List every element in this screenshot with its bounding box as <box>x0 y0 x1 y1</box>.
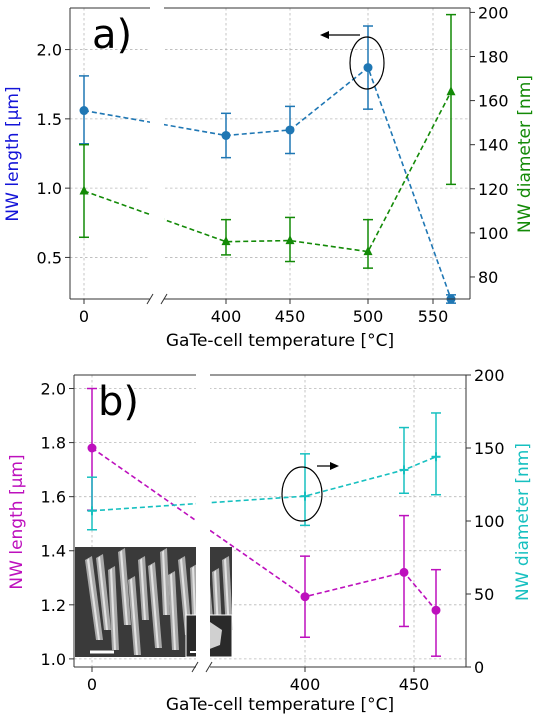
series-1 <box>79 25 456 304</box>
annotation-arrowhead <box>330 462 339 470</box>
x-tick-label: 450 <box>275 307 306 326</box>
x-axis-label: GaTe-cell temperature [°C] <box>166 331 394 351</box>
y-right-tick-label: 150 <box>474 439 505 458</box>
data-point <box>446 86 456 96</box>
y-right-axis-label: NW diameter [nm] <box>515 75 535 233</box>
data-point <box>221 236 231 246</box>
y-right-tick-label: 180 <box>478 48 509 67</box>
nanowire-highlight <box>150 564 159 648</box>
nanowire-highlight <box>120 550 128 625</box>
annotation-ellipse <box>349 36 385 90</box>
axes-frame <box>73 374 467 673</box>
x-tick-label: 400 <box>290 675 321 694</box>
y-left-tick-label: 1.4 <box>41 542 66 561</box>
y-right-tick-label: 100 <box>478 224 509 243</box>
y-right-tick-label: 160 <box>478 92 509 111</box>
x-tick-label: 450 <box>399 675 430 694</box>
data-point <box>285 235 295 245</box>
y-right-tick-label: 140 <box>478 136 509 155</box>
y-left-axis-label: NW length [µm] <box>3 86 23 221</box>
annotation-arrowhead <box>320 31 329 39</box>
x-tick-label: 550 <box>418 307 449 326</box>
data-point <box>363 246 373 256</box>
panel-a: 0 400 450 500 550 0.5 1.0 1.5 2.0 80 100 120 140 160 1… <box>3 3 535 351</box>
y-left-tick-label: 1.6 <box>41 488 66 507</box>
break-mark <box>160 293 168 305</box>
x-tick-label: 0 <box>87 675 97 694</box>
y-right-axis-label: NW diameter [nm] <box>513 443 533 601</box>
series-line <box>91 456 437 512</box>
panel-label: a) <box>92 12 132 58</box>
y-left-tick-label: 1.2 <box>41 596 66 615</box>
annotation-ellipse <box>281 466 323 522</box>
y-left-tick-label: 1.0 <box>41 650 66 669</box>
y-right-tick-label: 200 <box>474 366 505 385</box>
nanowire-highlight <box>140 558 146 620</box>
axis-break-gap <box>196 373 210 669</box>
y-right-tick-label: 0 <box>474 658 484 677</box>
break-mark <box>146 293 154 305</box>
series-2 <box>79 13 456 269</box>
y-left-tick-label: 1.0 <box>37 179 62 198</box>
x-tick-label: 0 <box>79 307 89 326</box>
data-point <box>431 605 441 615</box>
data-point <box>363 63 373 73</box>
y-left-axis-label: NW length [µm] <box>7 454 27 589</box>
series-line <box>83 91 452 253</box>
data-point <box>300 592 310 602</box>
y-left-tick-label: 1.8 <box>41 434 66 453</box>
panel-b: 0 400 450 1.0 1.2 1.4 1.6 1.8 2.0 0 50 100 150 200 GaT… <box>7 366 533 715</box>
data-point <box>285 125 295 135</box>
y-right-tick-label: 200 <box>478 3 509 22</box>
series-line <box>83 66 452 300</box>
data-point <box>87 443 97 453</box>
nanowire-highlight <box>224 558 230 630</box>
y-left-tick-label: 2.0 <box>37 41 62 60</box>
panel-label: b) <box>98 379 139 425</box>
x-tick-label: 500 <box>353 307 384 326</box>
break-mark <box>205 661 213 673</box>
data-point <box>79 185 89 195</box>
nanowire-highlight <box>87 558 100 640</box>
nanowire-highlight <box>98 556 108 630</box>
axis-break-gap <box>150 6 164 301</box>
y-left-tick-label: 1.5 <box>37 110 62 129</box>
break-mark <box>191 661 199 673</box>
y-right-tick-label: 80 <box>478 268 498 287</box>
y-right-tick-label: 100 <box>474 512 505 531</box>
data-point <box>221 130 231 140</box>
nanowire-highlight <box>110 568 116 650</box>
x-tick-label: 400 <box>211 307 242 326</box>
y-right-tick-label: 120 <box>478 180 509 199</box>
y-right-tick-label: 50 <box>474 585 494 604</box>
y-left-tick-label: 0.5 <box>37 248 62 267</box>
data-point <box>399 567 409 577</box>
x-axis-label: GaTe-cell temperature [°C] <box>166 695 394 715</box>
series-2 <box>87 412 441 531</box>
y-left-tick-label: 2.0 <box>41 380 66 399</box>
nanowire-highlight <box>130 578 138 655</box>
data-point <box>79 106 89 116</box>
nanowire-highlight <box>162 550 167 615</box>
nanowire-highlight <box>170 573 176 650</box>
